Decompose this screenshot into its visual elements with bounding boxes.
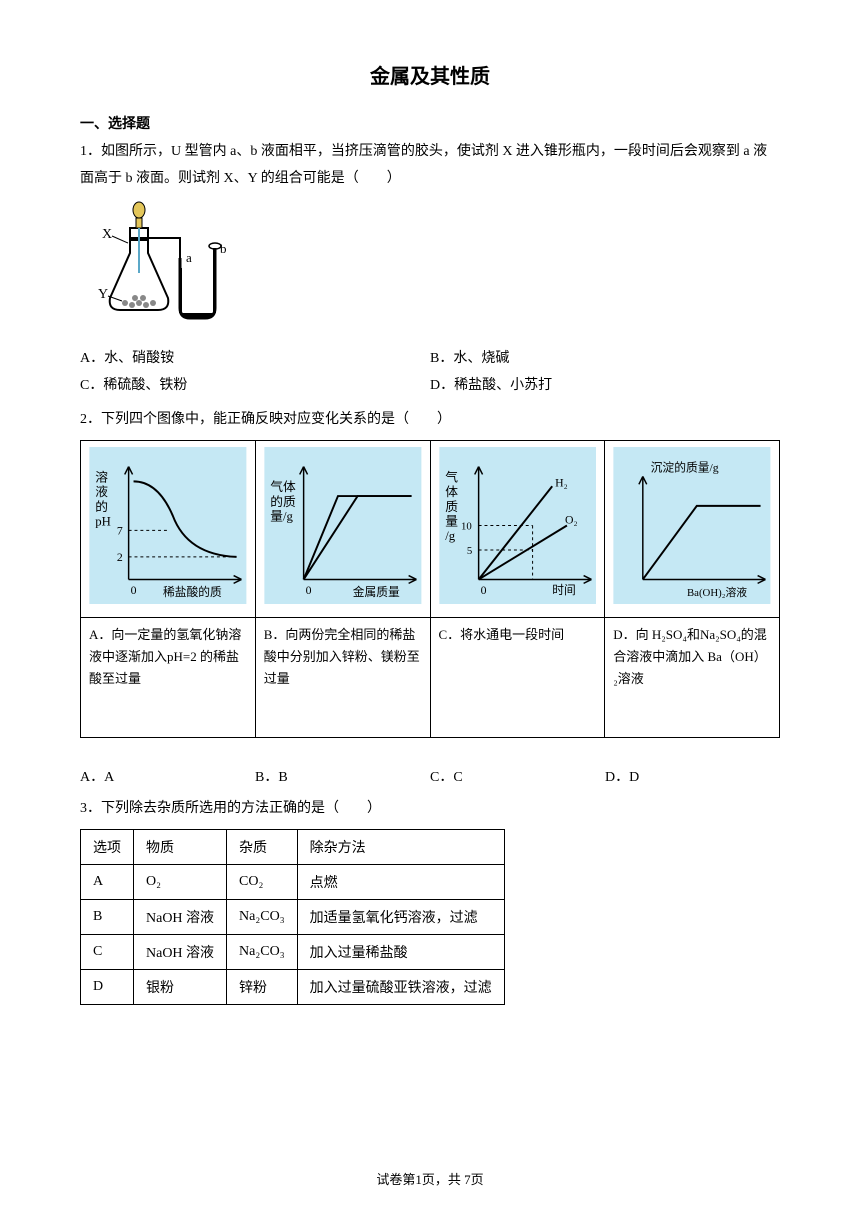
q3-h3: 除杂方法 bbox=[297, 829, 504, 864]
q1-optD: D．稀盐酸、小苏打 bbox=[430, 373, 780, 400]
svg-text:pH: pH bbox=[95, 514, 111, 528]
page-footer: 试卷第1页，共 7页 bbox=[0, 1169, 860, 1188]
svg-text:的质: 的质 bbox=[270, 494, 296, 509]
q2-optD: D．D bbox=[605, 766, 780, 786]
desc-A: A．向一定量的氢氧化钠溶液中逐渐加入pH=2 的稀盐酸至过量 bbox=[81, 618, 256, 738]
svg-text:/g: /g bbox=[445, 529, 456, 543]
q1-figure: X Y a b bbox=[80, 198, 260, 338]
q3-r0c1: O₂ bbox=[134, 864, 227, 899]
q3-text: 3．下列除去杂质所选用的方法正确的是（ ） bbox=[80, 796, 780, 823]
svg-text:0: 0 bbox=[131, 584, 137, 597]
q3-r2c2: Na₂CO₃ bbox=[227, 934, 298, 969]
svg-text:质: 质 bbox=[445, 500, 458, 514]
q3-r2c1: NaOH 溶液 bbox=[134, 934, 227, 969]
q2-optB: B．B bbox=[255, 766, 430, 786]
q2-optA: A．A bbox=[80, 766, 255, 786]
label-y: Y bbox=[98, 287, 108, 302]
q3-r2c0: C bbox=[81, 934, 134, 969]
svg-text:O₂: O₂ bbox=[564, 514, 577, 527]
page-title: 金属及其性质 bbox=[80, 60, 780, 89]
svg-text:10: 10 bbox=[460, 520, 471, 532]
q1-optC: C．稀硫酸、铁粉 bbox=[80, 373, 430, 400]
svg-text:时间: 时间 bbox=[552, 584, 576, 597]
desc-C: C．将水通电一段时间 bbox=[430, 618, 605, 738]
q3-r3c0: D bbox=[81, 969, 134, 1004]
q1-optB: B．水、烧碱 bbox=[430, 346, 780, 373]
q2-optC: C．C bbox=[430, 766, 605, 786]
svg-text:金属质量: 金属质量 bbox=[352, 585, 399, 599]
q2-text: 2．下列四个图像中，能正确反映对应变化关系的是（ ） bbox=[80, 407, 780, 434]
q1-options: A．水、硝酸铵 B．水、烧碱 C．稀硫酸、铁粉 D．稀盐酸、小苏打 bbox=[80, 346, 780, 399]
q3-h1: 物质 bbox=[134, 829, 227, 864]
chart-C: H₂ O₂ 气 体 质 量 /g 10 5 0 时间 bbox=[430, 440, 605, 617]
q3-r3c3: 加入过量硫酸亚铁溶液，过滤 bbox=[297, 969, 504, 1004]
q1-text: 1．如图所示，U 型管内 a、b 液面相平，当挤压滴管的胶头，使试剂 X 进入锥… bbox=[80, 139, 780, 192]
section-header: 一、选择题 bbox=[80, 113, 780, 133]
label-x: X bbox=[102, 227, 112, 242]
svg-text:量: 量 bbox=[445, 514, 458, 528]
q3-r0c2: CO₂ bbox=[227, 864, 298, 899]
label-b: b bbox=[220, 241, 227, 256]
svg-text:气: 气 bbox=[445, 469, 458, 484]
desc-D: D．向 H₂SO₄和Na₂SO₄的混合溶液中滴加入 Ba（OH）₂溶液 bbox=[605, 618, 780, 738]
svg-text:体: 体 bbox=[445, 485, 458, 499]
q3-table: 选项 物质 杂质 除杂方法 A O₂ CO₂ 点燃 B NaOH 溶液 Na₂C… bbox=[80, 829, 505, 1005]
svg-text:0: 0 bbox=[305, 584, 311, 597]
q3-h0: 选项 bbox=[81, 829, 134, 864]
q3-r1c3: 加适量氢氧化钙溶液，过滤 bbox=[297, 899, 504, 934]
svg-text:Ba(OH)₂溶液: Ba(OH)₂溶液 bbox=[687, 586, 747, 599]
q3-r0c0: A bbox=[81, 864, 134, 899]
svg-text:5: 5 bbox=[466, 545, 471, 557]
svg-text:7: 7 bbox=[117, 524, 123, 537]
svg-text:沉淀的质量/g: 沉淀的质量/g bbox=[651, 461, 719, 475]
chart-B: 气体 的质 量/g 0 金属质量 bbox=[255, 440, 430, 617]
svg-text:稀盐酸的质: 稀盐酸的质 bbox=[163, 585, 222, 599]
q3-r1c0: B bbox=[81, 899, 134, 934]
q3-r2c3: 加入过量稀盐酸 bbox=[297, 934, 504, 969]
svg-text:H₂: H₂ bbox=[555, 476, 568, 489]
q3-r3c2: 锌粉 bbox=[227, 969, 298, 1004]
q3-r0c3: 点燃 bbox=[297, 864, 504, 899]
q1-optA: A．水、硝酸铵 bbox=[80, 346, 430, 373]
chart-D: 沉淀的质量/g Ba(OH)₂溶液 bbox=[605, 440, 780, 617]
svg-text:2: 2 bbox=[117, 551, 123, 564]
svg-text:气体: 气体 bbox=[270, 479, 296, 494]
desc-B: B．向两份完全相同的稀盐酸中分别加入锌粉、镁粉至过量 bbox=[255, 618, 430, 738]
svg-text:液: 液 bbox=[95, 485, 108, 499]
label-a: a bbox=[186, 250, 192, 265]
q2-options: A．A B．B C．C D．D bbox=[80, 766, 780, 786]
q2-grid: 溶 液 的 pH 7 2 0 稀盐酸的质 气体 的质 量/g bbox=[80, 440, 780, 738]
svg-text:量/g: 量/g bbox=[270, 510, 293, 524]
q3-r1c1: NaOH 溶液 bbox=[134, 899, 227, 934]
chart-A: 溶 液 的 pH 7 2 0 稀盐酸的质 bbox=[81, 440, 256, 617]
svg-text:的: 的 bbox=[95, 499, 108, 514]
q3-r1c2: Na₂CO₃ bbox=[227, 899, 298, 934]
q3-r3c1: 银粉 bbox=[134, 969, 227, 1004]
svg-text:0: 0 bbox=[480, 584, 486, 597]
q3-h2: 杂质 bbox=[227, 829, 298, 864]
svg-text:溶: 溶 bbox=[95, 470, 108, 484]
